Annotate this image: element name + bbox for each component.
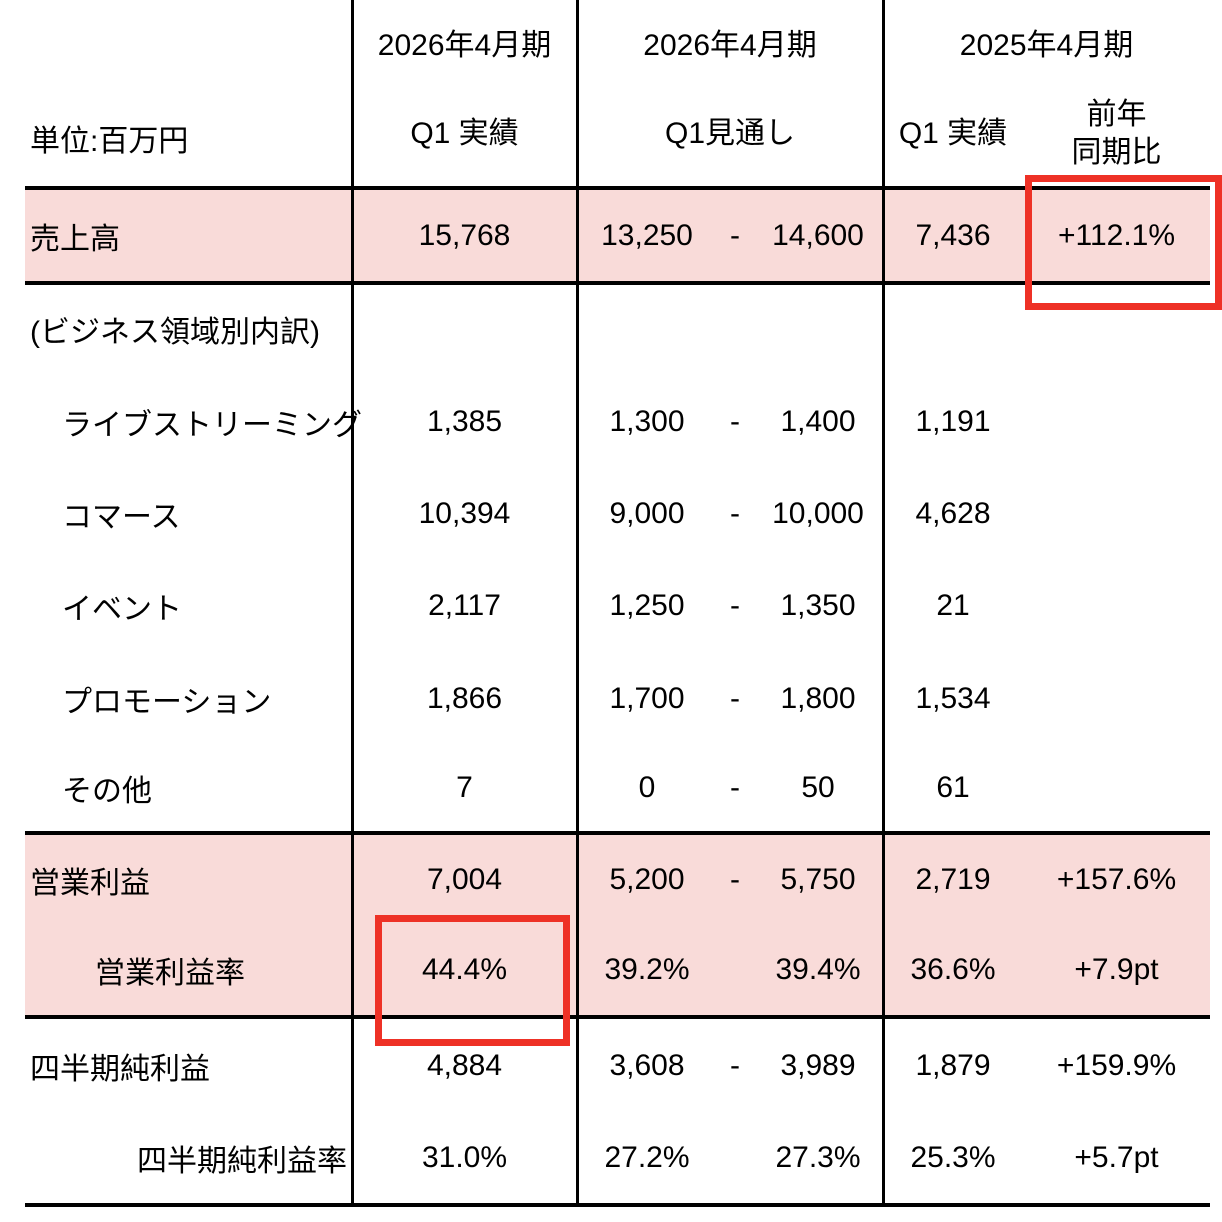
cell-forecast-low: 1,700 — [609, 681, 685, 715]
header-yoy-line2: 同期比 — [1071, 136, 1162, 169]
cell-yoy: +5.7pt — [1074, 1140, 1159, 1174]
row-label: コマース — [62, 501, 181, 534]
cell-forecast-low: 39.2% — [604, 953, 690, 986]
row-divider — [25, 831, 1210, 835]
header-sub-2025-actual: Q1 実績 — [898, 117, 1008, 150]
cell-forecast-low: 1,300 — [609, 405, 685, 438]
cell-q1-actual-2026: 1,866 — [426, 681, 503, 715]
cell-forecast-low: 3,608 — [609, 1048, 685, 1082]
column-divider — [882, 0, 885, 1207]
annotation-box-revenue-yoy — [1025, 175, 1222, 310]
cell-q1-actual-2025: 7,436 — [915, 218, 991, 252]
cell-forecast-dash: - — [730, 218, 740, 252]
cell-q1-actual-2025: 36.6% — [910, 953, 996, 986]
cell-q1-actual-2026: 7 — [456, 771, 473, 804]
table-row: 四半期純利益率 31.0% 27.2% 27.3% 25.3% +5.7pt — [0, 1112, 1222, 1203]
cell-yoy: +157.6% — [1056, 863, 1177, 896]
cell-q1-actual-2025: 25.3% — [910, 1140, 996, 1174]
cell-forecast-high: 1,400 — [780, 405, 856, 438]
column-divider — [351, 0, 354, 1207]
unit-label: 単位:百万円 — [30, 125, 189, 158]
cell-forecast-dash: - — [730, 405, 740, 438]
cell-forecast-dash: - — [730, 589, 740, 622]
cell-q1-actual-2026: 4,884 — [426, 1048, 503, 1082]
cell-q1-actual-2026: 15,768 — [418, 218, 511, 252]
cell-q1-actual-2026: 7,004 — [426, 863, 503, 896]
cell-q1-actual-2025: 4,628 — [915, 497, 991, 530]
highlight-band-operating-profit — [25, 833, 1210, 1017]
row-label: 四半期純利益率 — [137, 1144, 347, 1178]
header-sub-2026-actual: Q1 実績 — [410, 117, 519, 150]
column-divider — [576, 0, 579, 1207]
cell-forecast-dash: - — [730, 863, 740, 896]
table-row: コマース 10,394 9,000 -10,000 4,628 — [0, 468, 1222, 560]
cell-q1-actual-2025: 21 — [936, 589, 970, 622]
header-yoy-line1: 前年 — [1086, 98, 1147, 131]
row-label: ライブストリーミング — [62, 409, 362, 442]
cell-forecast-high: 10,000 — [772, 497, 864, 530]
cell-q1-actual-2025: 2,719 — [915, 863, 991, 896]
row-label: 四半期純利益 — [30, 1052, 210, 1086]
cell-forecast-high: 50 — [801, 771, 835, 804]
cell-forecast-dash: - — [730, 771, 740, 804]
cell-forecast-high: 5,750 — [780, 863, 856, 896]
cell-forecast-low: 5,200 — [609, 863, 685, 896]
header-period-2025: 2025年4月期 — [959, 29, 1134, 62]
table-row: イベント 2,117 1,250 - 1,350 21 — [0, 560, 1222, 652]
cell-yoy: +159.9% — [1056, 1048, 1177, 1082]
cell-forecast-high: 1,800 — [780, 681, 856, 715]
cell-forecast-high: 1,350 — [780, 589, 856, 622]
cell-forecast-low: 9,000 — [609, 497, 685, 530]
highlight-band-revenue — [25, 188, 1210, 283]
cell-q1-actual-2026: 2,117 — [428, 589, 501, 622]
cell-q1-actual-2026: 44.4% — [421, 953, 508, 986]
cell-q1-actual-2025: 61 — [936, 771, 970, 804]
cell-yoy: +112.1% — [1057, 218, 1176, 252]
table-row: ライブストリーミング 1,385 1,300 - 1,400 1,191 — [0, 376, 1222, 468]
table-row: (ビジネス領域別内訳) — [0, 281, 1222, 376]
cell-forecast-low: 13,250 — [601, 218, 693, 252]
row-divider — [25, 186, 1210, 190]
table-row: 営業利益率 44.4% 39.2% 39.4% 36.6% +7.9pt — [0, 925, 1222, 1015]
cell-q1-actual-2026: 31.0% — [421, 1140, 508, 1174]
header-period-2026-actual: 2026年4月期 — [377, 29, 552, 62]
cell-forecast-low: 0 — [638, 771, 656, 804]
cell-q1-actual-2025: 1,534 — [915, 681, 991, 715]
cell-forecast-low: 27.2% — [604, 1140, 690, 1174]
cell-q1-actual-2026: 10,394 — [418, 497, 511, 530]
header-sub-2026-forecast: Q1見通し — [664, 117, 796, 150]
table-row: 営業利益 7,004 5,200 - 5,750 2,719 +157.6% — [0, 835, 1222, 925]
table-row: 売上高 15,768 13,250 -14,600 7,436 +112.1% — [0, 190, 1222, 281]
cell-forecast-high: 14,600 — [772, 218, 864, 252]
row-label: イベント — [62, 593, 182, 626]
table-row: その他 7 0 - 50 61 — [0, 745, 1222, 831]
header-yoy: 前年 同期比 — [1023, 94, 1210, 174]
row-divider — [25, 281, 1210, 285]
row-label: その他 — [62, 775, 152, 808]
row-label: 営業利益率 — [95, 957, 245, 990]
cell-q1-actual-2025: 1,879 — [915, 1048, 991, 1082]
table-bottom-border — [25, 1203, 1210, 1207]
cell-forecast-high: 39.4% — [775, 953, 861, 986]
table-row: 四半期純利益 4,884 3,608 - 3,989 1,879 +159.9% — [0, 1019, 1222, 1112]
row-divider — [25, 1015, 1210, 1019]
cell-forecast-dash: - — [730, 681, 740, 715]
cell-yoy: +7.9pt — [1074, 953, 1159, 986]
row-label: プロモーション — [62, 685, 272, 719]
header-period-2026-forecast: 2026年4月期 — [643, 29, 817, 62]
cell-forecast-high: 27.3% — [775, 1140, 861, 1174]
cell-forecast-dash: - — [730, 497, 740, 530]
cell-q1-actual-2026: 1,385 — [426, 405, 503, 438]
cell-q1-actual-2025: 1,191 — [915, 405, 991, 438]
row-label: 営業利益 — [30, 867, 150, 900]
annotation-box-operating-margin — [375, 915, 570, 1046]
cell-forecast-high: 3,989 — [780, 1048, 856, 1082]
table-row: プロモーション 1,866 1,700 - 1,800 1,534 — [0, 652, 1222, 745]
row-label: 売上高 — [30, 222, 120, 256]
cell-forecast-dash: - — [730, 1048, 740, 1082]
row-label: (ビジネス領域別内訳) — [30, 315, 320, 349]
cell-forecast-low: 1,250 — [609, 589, 685, 622]
